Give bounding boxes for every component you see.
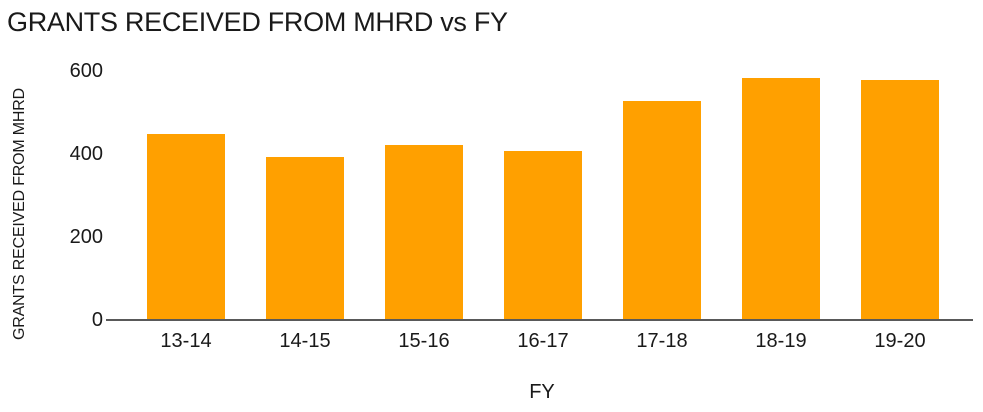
x-tick-label: 17-18	[636, 330, 688, 352]
x-tick-label: 19-20	[874, 330, 926, 352]
bar-14-15	[266, 157, 344, 319]
bar-13-14	[147, 134, 225, 319]
x-tick-label: 16-17	[517, 330, 569, 352]
bar-18-19	[742, 78, 820, 319]
x-axis-line	[106, 319, 973, 321]
x-tick-label: 15-16	[398, 330, 450, 352]
x-tick-label: 18-19	[755, 330, 807, 352]
y-tick-label: 600	[69, 60, 103, 82]
x-axis-title: FY	[529, 381, 555, 403]
bar-16-17	[504, 150, 582, 319]
bar-15-16	[385, 144, 463, 319]
y-axis-title: GRANTS RECEIVED FROM MHRD	[11, 88, 28, 340]
chart-title: GRANTS RECEIVED FROM MHRD vs FY	[7, 7, 508, 37]
y-tick-label: 0	[91, 309, 103, 331]
x-tick-label: 13-14	[160, 330, 212, 352]
bar-17-18	[623, 101, 701, 319]
bar-19-20	[861, 80, 939, 319]
y-tick-label: 400	[69, 143, 103, 165]
x-tick-label: 14-15	[279, 330, 331, 352]
y-tick-label: 200	[69, 226, 103, 248]
